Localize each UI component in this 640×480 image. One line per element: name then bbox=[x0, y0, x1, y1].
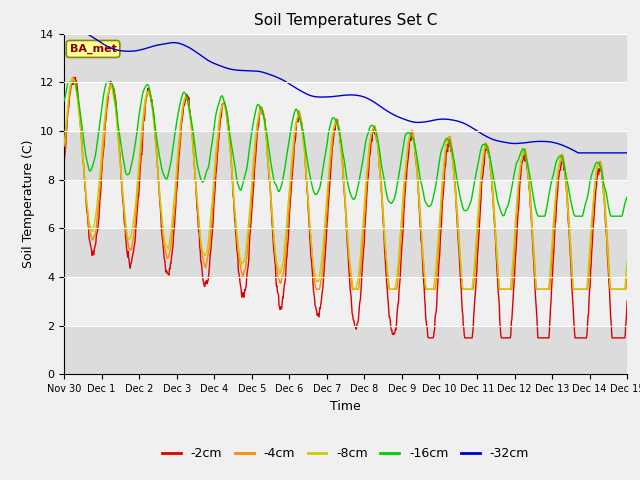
Bar bbox=[64, 326, 627, 374]
X-axis label: Time: Time bbox=[330, 400, 361, 413]
Bar bbox=[64, 82, 627, 131]
Bar bbox=[64, 180, 627, 228]
Bar bbox=[64, 277, 627, 326]
Bar bbox=[64, 34, 627, 82]
Bar bbox=[64, 228, 627, 277]
Legend: -2cm, -4cm, -8cm, -16cm, -32cm: -2cm, -4cm, -8cm, -16cm, -32cm bbox=[157, 442, 534, 465]
Bar bbox=[64, 131, 627, 180]
Title: Soil Temperatures Set C: Soil Temperatures Set C bbox=[254, 13, 437, 28]
Y-axis label: Soil Temperature (C): Soil Temperature (C) bbox=[22, 140, 35, 268]
Text: BA_met: BA_met bbox=[70, 44, 116, 54]
